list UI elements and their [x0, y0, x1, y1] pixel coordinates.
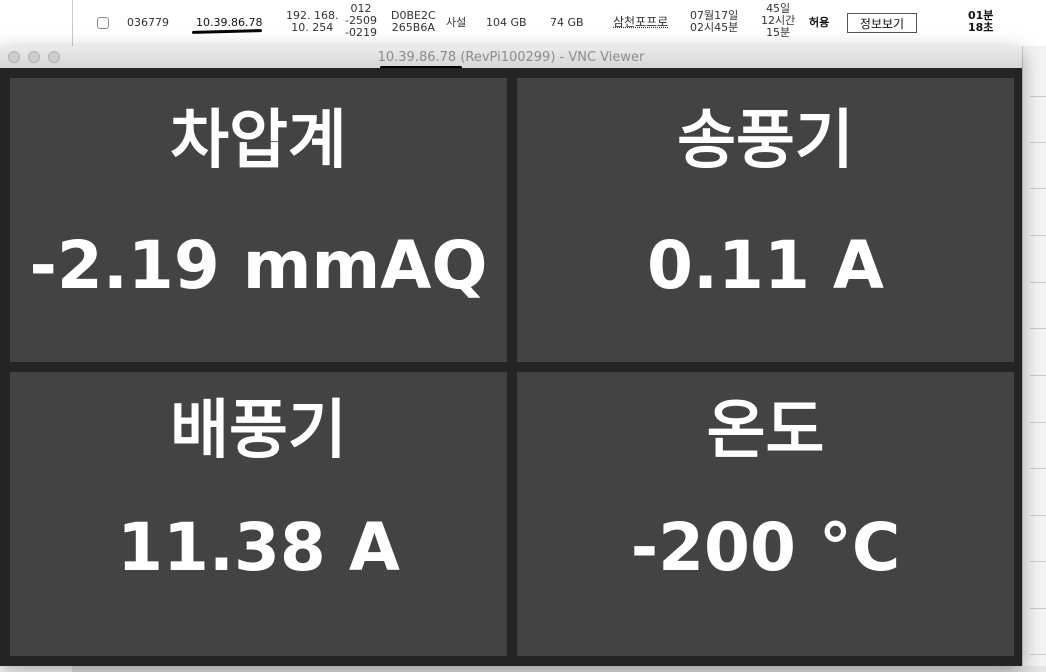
background-tick: [1030, 468, 1046, 469]
owner-link[interactable]: 삼천포프로: [613, 15, 669, 29]
panel-label: 배풍기: [170, 394, 347, 468]
close-window-icon[interactable]: [8, 51, 20, 63]
background-page-edge: [1022, 46, 1046, 672]
supply-fan-panel: 송풍기 0.11 A: [517, 78, 1014, 362]
panel-value: 0.11 A: [647, 227, 884, 304]
background-page-bottom: [72, 666, 1046, 672]
temperature-panel: 온도 -200 °C: [517, 372, 1014, 656]
used-storage: 74 GB: [550, 16, 584, 29]
window-title-ip: 10.39.86.78: [377, 50, 457, 65]
private-ip-line: 10. 254: [291, 21, 334, 34]
background-tick: [1030, 142, 1046, 143]
permission-status: 허용: [809, 16, 830, 29]
mac-address: D0BE2C 265B6A: [391, 10, 436, 34]
duration-line: 15분: [766, 26, 791, 39]
vnc-viewer-window: 10.39.86.78 (RevPi100299) - VNC Viewer 차…: [0, 46, 1022, 666]
background-tick: [1030, 375, 1046, 376]
date-line: 02시45분: [690, 21, 739, 34]
panel-value: 11.38 A: [117, 509, 400, 586]
panel-label: 온도: [706, 394, 825, 468]
window-title-rest: (RevPi100299) - VNC Viewer: [456, 50, 645, 65]
mac-line: 265B6A: [391, 21, 435, 34]
background-tick: [1030, 96, 1046, 97]
background-tick: [1030, 422, 1046, 423]
private-ip: 192. 168. 10. 254: [286, 10, 338, 34]
background-tick: [1030, 282, 1046, 283]
duration-line: 12시간: [761, 14, 796, 27]
mac-line: D0BE2C: [391, 9, 436, 22]
background-tick: [1030, 561, 1046, 562]
background-tick: [1030, 328, 1046, 329]
panel-value: -200 °C: [630, 509, 901, 586]
remote-screen[interactable]: 차압계 -2.19 mmAQ 송풍기 0.11 A 배풍기 11.38 A 온도…: [0, 68, 1022, 666]
private-ip-line: 192. 168.: [286, 9, 339, 22]
background-tick: [1030, 188, 1046, 189]
ink-underline-mark: [380, 66, 462, 69]
connect-date: 07월17일 02시45분: [690, 10, 738, 34]
zoom-window-icon[interactable]: [48, 51, 60, 63]
panel-label: 송풍기: [677, 104, 854, 178]
elapsed-time: 01분 18초: [968, 10, 993, 34]
minimize-window-icon[interactable]: [28, 51, 40, 63]
device-id: 036779: [127, 16, 169, 29]
background-tick: [1030, 608, 1046, 609]
uptime-duration: 45일 12시간 15분: [761, 3, 795, 39]
differential-pressure-panel: 차압계 -2.19 mmAQ: [10, 78, 507, 362]
phone-line: -2509: [345, 14, 377, 27]
row-select-checkbox[interactable]: [97, 17, 109, 29]
phone-line: 012: [350, 2, 372, 15]
duration-line: 45일: [766, 2, 791, 15]
phone-number: 012 -2509 -0219: [345, 3, 377, 39]
elapsed-line: 18초: [968, 21, 994, 34]
window-titlebar[interactable]: 10.39.86.78 (RevPi100299) - VNC Viewer: [0, 46, 1022, 69]
elapsed-line: 01분: [968, 9, 994, 22]
date-line: 07월17일: [690, 9, 739, 22]
window-title: 10.39.86.78 (RevPi100299) - VNC Viewer: [0, 50, 1022, 65]
network-type: 사설: [446, 16, 467, 29]
background-tick: [1030, 515, 1046, 516]
background-tick: [1030, 235, 1046, 236]
device-ip-link[interactable]: 10.39.86.78: [196, 16, 263, 29]
background-tick: [1030, 654, 1046, 655]
exhaust-fan-panel: 배풍기 11.38 A: [10, 372, 507, 656]
phone-line: -0219: [345, 26, 377, 39]
panel-value: -2.19 mmAQ: [29, 227, 488, 304]
info-view-button[interactable]: 정보보기: [847, 13, 917, 33]
panel-label: 차압계: [170, 104, 347, 178]
total-storage: 104 GB: [486, 16, 527, 29]
